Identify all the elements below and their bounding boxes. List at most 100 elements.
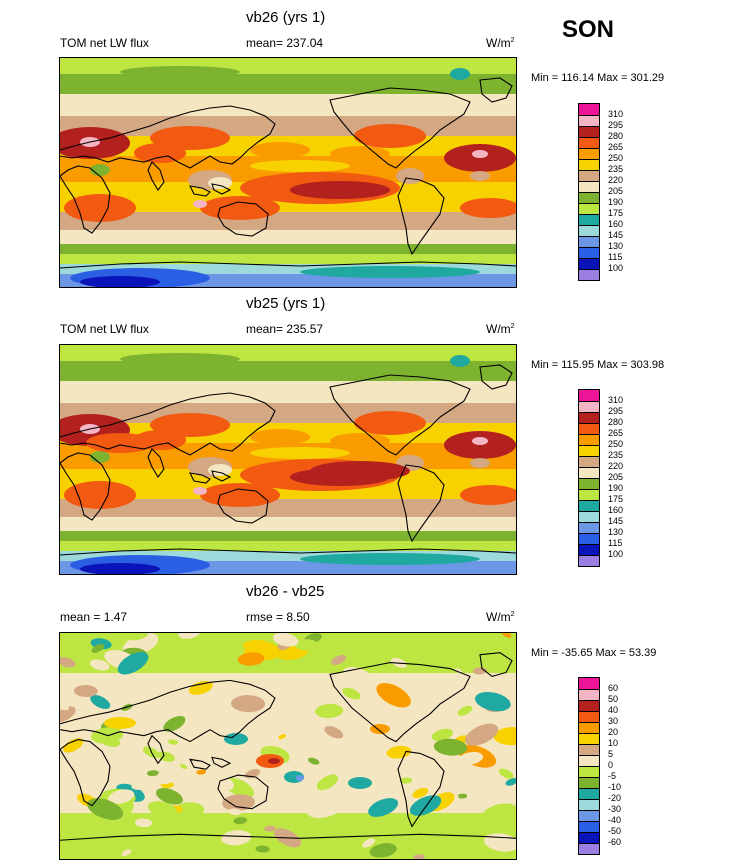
legend-tick-label: 175: [608, 208, 624, 218]
legend-swatch: [579, 192, 599, 203]
legend-tick-label: 205: [608, 472, 624, 482]
legend-tick-label: 250: [608, 153, 624, 163]
mean-label: mean= 237.04: [246, 36, 324, 50]
legend-tick-label: -5: [608, 771, 617, 781]
season-label: SON: [562, 16, 615, 43]
legend-tick-label: 250: [608, 439, 624, 449]
legend-swatch: [579, 788, 599, 799]
units-label: W/m2: [486, 36, 515, 50]
legend-swatch: [579, 843, 599, 854]
legend-tick-label: 50: [608, 694, 619, 704]
legend-tick-label: 175: [608, 494, 624, 504]
legend-swatch: [579, 236, 599, 247]
legend-swatch: [579, 689, 599, 700]
legend-tick-label: 115: [608, 252, 623, 262]
legend-swatch: [579, 445, 599, 456]
legend-tick-label: 265: [608, 428, 624, 438]
legend-tick-label: -10: [608, 782, 622, 792]
legend-swatch: [579, 269, 599, 280]
legend-tick-label: -40: [608, 815, 622, 825]
legend-tick-label: 205: [608, 186, 624, 196]
legend-swatch: [579, 412, 599, 423]
legend-tick-label: 20: [608, 727, 619, 737]
legend-swatch: [579, 401, 599, 412]
legend-swatch: [579, 225, 599, 236]
legend-swatch: [579, 766, 599, 777]
legend-swatch: [579, 821, 599, 832]
legend-swatch: [579, 390, 599, 401]
legend-swatch: [579, 159, 599, 170]
color-legend: 310 295 280 265 250 235 220 205 190 175 160 145 130 1…: [578, 389, 623, 567]
legend-tick-label: 10: [608, 738, 619, 748]
legend-tick-label: 310: [608, 395, 624, 405]
field-label: TOM net LW flux: [60, 322, 149, 336]
legend-swatch: [579, 247, 599, 258]
legend-swatch: [579, 423, 599, 434]
min-max-label: Min = 115.95 Max = 303.98: [531, 359, 665, 371]
legend-swatch: [579, 555, 599, 566]
map-vb25: [59, 344, 517, 575]
panel-title: vb25 (yrs 1): [246, 295, 326, 312]
legend-tick-label: 145: [608, 230, 624, 240]
min-max-label: Min = 116.14 Max = 301.29: [531, 72, 665, 84]
legend-tick-label: -60: [608, 837, 622, 847]
legend-swatch: [579, 148, 599, 159]
legend-swatch: [579, 137, 599, 148]
legend-swatch: [579, 678, 599, 689]
legend-swatch: [579, 467, 599, 478]
legend-swatch: [579, 522, 599, 533]
legend-swatch: [579, 799, 599, 810]
map-difference: [59, 632, 517, 860]
legend-tick-label: -20: [608, 793, 622, 803]
legend-swatch: [579, 733, 599, 744]
field-label: TOM net LW flux: [60, 36, 149, 50]
rmse-label: rmse = 8.50: [246, 610, 310, 624]
legend-swatch: [579, 214, 599, 225]
units-label: W/m2: [486, 322, 515, 336]
legend-tick-label: 190: [608, 483, 624, 493]
legend-tick-label: 100: [608, 549, 624, 559]
legend-swatch: [579, 810, 599, 821]
legend-swatch: [579, 744, 599, 755]
legend-swatch: [579, 126, 599, 137]
units-label: W/m2: [486, 610, 515, 624]
legend-tick-label: 220: [608, 461, 624, 471]
legend-tick-label: -50: [608, 826, 622, 836]
legend-tick-label: -30: [608, 804, 622, 814]
mean-label: mean = 1.47: [60, 610, 128, 624]
legend-swatch: [579, 478, 599, 489]
legend-swatch: [579, 777, 599, 788]
legend-swatch: [579, 500, 599, 511]
legend-tick-label: 115: [608, 538, 623, 548]
legend-swatch: [579, 755, 599, 766]
legend-tick-label: 30: [608, 716, 619, 726]
legend-swatch: [579, 170, 599, 181]
legend-tick-label: 5: [608, 749, 614, 759]
legend-tick-label: 100: [608, 263, 624, 273]
legend-tick-label: 60: [608, 683, 619, 693]
panel-title: vb26 (yrs 1): [246, 9, 326, 26]
legend-tick-label: 130: [608, 241, 624, 251]
mean-label: mean= 235.57: [246, 322, 324, 336]
legend-swatch: [579, 115, 599, 126]
legend-tick-label: 220: [608, 175, 624, 185]
legend-swatch: [579, 181, 599, 192]
color-legend: 60 50 40 30 20 10 5 0 -5 -10 -20 -30 -40 -50 -60: [578, 677, 621, 855]
legend-tick-label: 280: [608, 131, 624, 141]
legend-swatch: [579, 711, 599, 722]
legend-tick-label: 190: [608, 197, 624, 207]
legend-swatch: [579, 258, 599, 269]
legend-swatch: [579, 434, 599, 445]
legend-swatch: [579, 104, 599, 115]
legend-swatch: [579, 511, 599, 522]
legend-tick-label: 235: [608, 164, 624, 174]
legend-tick-label: 235: [608, 450, 624, 460]
legend-tick-label: 40: [608, 705, 619, 715]
legend-tick-label: 160: [608, 219, 624, 229]
legend-tick-label: 265: [608, 142, 624, 152]
legend-swatch: [579, 489, 599, 500]
legend-swatch: [579, 203, 599, 214]
legend-swatch: [579, 722, 599, 733]
map-vb26: [59, 57, 517, 288]
min-max-label: Min = -35.65 Max = 53.39: [531, 647, 657, 659]
